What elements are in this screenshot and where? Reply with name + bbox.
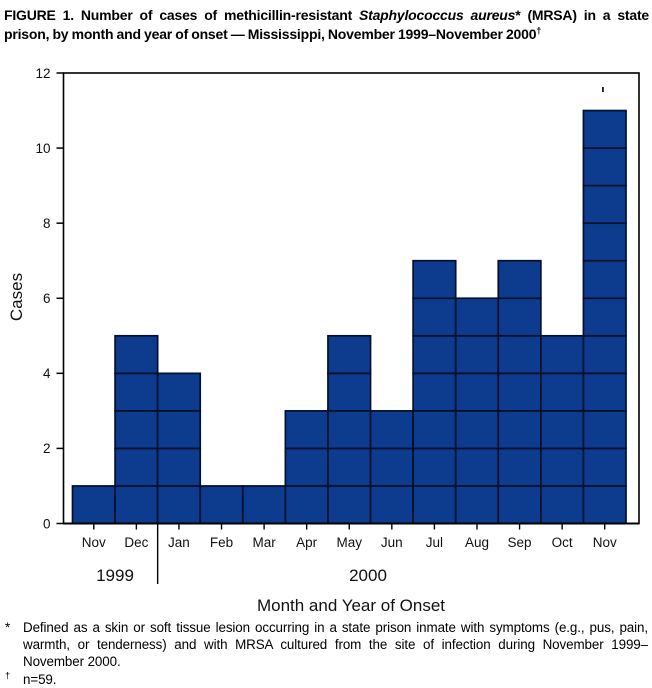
dagger-marker: † [5,671,23,688]
x-tick-label-oct: Oct [552,535,573,550]
footnote-dagger: † n=59. [5,671,648,688]
x-tick-label-sep: Sep [508,535,532,550]
bar-cell-1-dec-1 [114,485,159,525]
bar-cell-1-dec-5 [114,334,159,375]
bar-cell-11-oct-2 [539,447,585,487]
bar-cell-1-dec-4 [114,372,159,412]
figure-title: FIGURE 1. Number of cases of methicillin… [4,6,649,45]
x-tick-label-jun: Jun [381,535,403,550]
bar-cell-4-mar-1 [241,485,287,525]
bar-cell-11-oct-3 [539,410,585,450]
footnotes: * Defined as a skin or soft tissue lesion… [5,619,648,688]
bar-cell-10-sep-1 [497,485,542,525]
y-axis-title: Cases [7,272,26,322]
bar-cell-12-nov-3 [582,410,627,450]
year-label-1999: 1999 [96,566,134,585]
bar-cell-12-nov-4 [582,372,627,412]
year-label-2000: 2000 [349,566,387,585]
bar-cell-12-nov-11 [582,109,627,149]
bar-cell-7-jun-3 [369,410,414,450]
bar-cell-1-dec-2 [114,447,159,487]
x-tick-label-aug: Aug [465,535,489,550]
x-tick-label-dec: Dec [124,535,148,550]
bar-cell-5-apr-3 [284,410,329,450]
bar-cell-12-nov-2 [582,447,627,487]
asterisk-marker: * [5,620,11,635]
bar-cell-10-sep-5 [497,334,542,375]
x-tick-label-nov: Nov [82,535,106,550]
bar-cell-9-aug-3 [454,410,500,450]
y-tick-label: 0 [43,516,51,531]
y-tick-label: 12 [35,66,50,81]
x-tick-label-nov: Nov [593,535,617,550]
bar-cell-10-sep-4 [497,372,542,412]
bar-cell-12-nov-1 [582,485,627,525]
y-tick-label: 10 [35,141,50,156]
bar-cell-12-nov-9 [582,184,627,225]
x-tick-label-apr: Apr [296,535,318,550]
bar-cell-6-may-4 [327,372,372,412]
bar-cell-12-nov-5 [582,334,627,375]
y-tick-label: 2 [43,441,51,456]
footnote-asterisk-text: Defined as a skin or soft tissue lesion … [23,620,648,670]
bar-cell-3-feb-1 [199,485,244,525]
bar-cell-2-jan-3 [156,410,202,450]
bar-cell-12-nov-8 [582,222,627,262]
bar-cell-9-aug-6 [454,297,500,337]
bar-cell-8-jul-2 [412,447,457,487]
bar-cell-7-jun-2 [369,447,414,487]
bar-cell-7-jun-1 [369,485,414,525]
bar-cell-11-oct-1 [539,485,585,525]
bar-cell-8-jul-4 [412,372,457,412]
figure-title-suffix: * (MRSA) in a state prison, by month and… [4,7,649,43]
bar-cell-8-jul-5 [412,334,457,375]
y-tick-label: 8 [43,216,51,231]
footnote-asterisk: * Defined as a skin or soft tissue lesion… [5,619,648,671]
footnote-dagger-text: n=59. [23,671,57,687]
bar-cell-6-may-2 [327,447,372,487]
bar-cell-6-may-5 [327,334,372,375]
bar-cell-11-oct-5 [539,334,585,375]
y-tick-label: 4 [43,366,51,381]
bar-cell-2-jan-4 [156,372,202,412]
x-tick-label-feb: Feb [210,535,233,550]
bar-cell-9-aug-2 [454,447,500,487]
bar-cell-9-aug-4 [454,372,500,412]
x-tick-label-jul: Jul [426,535,443,550]
bar-cell-1-dec-3 [114,410,159,450]
bar-cell-8-jul-3 [412,410,457,450]
bar-cell-9-aug-1 [454,485,500,525]
dagger-superscript: † [536,25,542,37]
bar-cell-12-nov-6 [582,297,627,337]
bar-cell-10-sep-6 [497,297,542,337]
x-axis-title: Month and Year of Onset [256,596,446,615]
bar-cell-11-oct-4 [539,372,585,412]
bar-cell-5-apr-1 [284,485,329,525]
bar-cell-10-sep-2 [497,447,542,487]
stray-mark [602,87,604,92]
bar-cell-0-nov-1 [71,485,116,525]
figure-title-year: 2000 [505,26,537,43]
figure-title-species-italic: Staphylococcus aureus [359,7,516,23]
bar-cell-2-jan-2 [156,447,202,487]
figure-title-prefix: FIGURE 1. Number of cases of methicillin… [4,7,359,23]
bar-cell-5-apr-2 [284,447,329,487]
bar-cell-8-jul-1 [412,485,457,525]
bar-cell-10-sep-7 [497,259,542,300]
bar-cell-6-may-1 [327,485,372,525]
y-tick-label: 6 [43,291,51,306]
x-tick-label-mar: Mar [252,535,276,550]
bar-cell-10-sep-3 [497,410,542,450]
dagger-glyph: † [5,670,11,682]
bar-cell-12-nov-10 [582,147,627,187]
bar-cell-9-aug-5 [454,334,500,375]
bar-cell-2-jan-1 [156,485,202,525]
bar-cell-12-nov-7 [582,259,627,300]
x-tick-label-jan: Jan [168,535,190,550]
bar-cell-8-jul-6 [412,297,457,337]
bar-cell-8-jul-7 [412,259,457,300]
x-tick-label-may: May [336,535,362,550]
bar-cell-6-may-3 [327,410,372,450]
